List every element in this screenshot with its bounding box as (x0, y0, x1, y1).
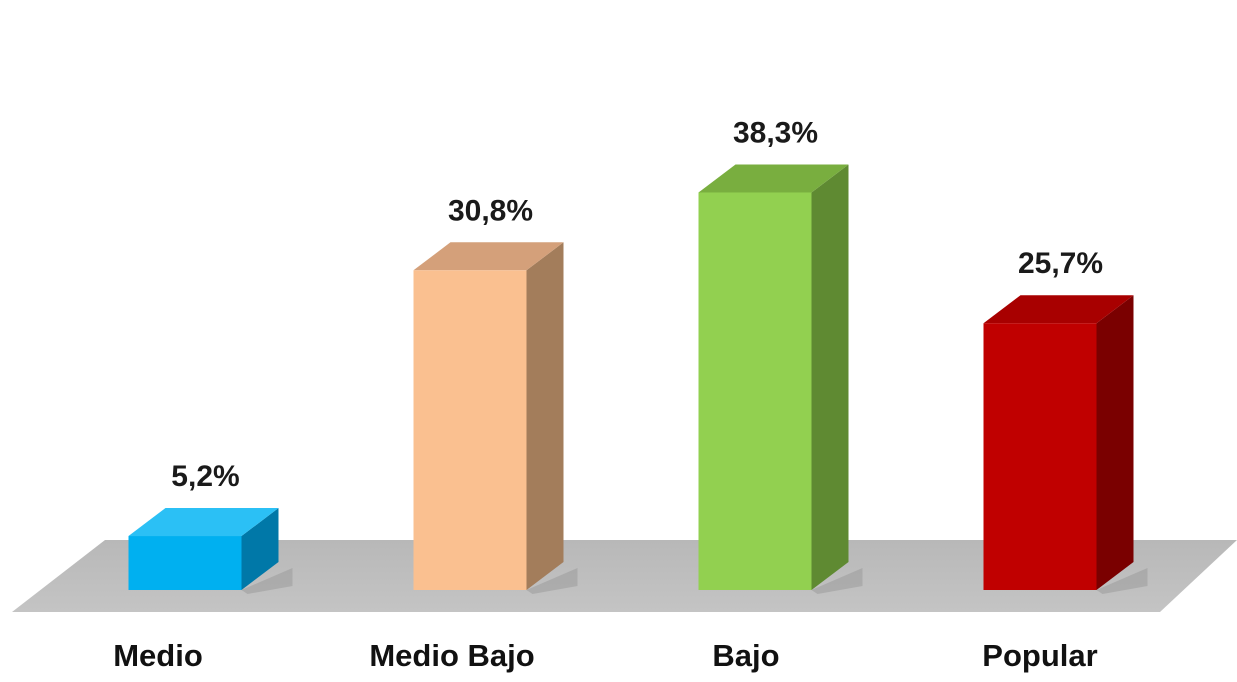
value-label-popular: 25,7% (1018, 247, 1103, 280)
category-labels-group: Medio Medio Bajo Bajo Popular (113, 638, 1097, 673)
bar-top-medio (128, 508, 279, 537)
bar-shadow-bajo (811, 568, 863, 594)
bar-medio-bajo (413, 242, 564, 590)
bar-front-medio-bajo (413, 270, 527, 590)
value-label-medio-bajo: 30,8% (448, 194, 533, 227)
bar-popular (983, 295, 1134, 590)
chart-floor (12, 540, 1237, 612)
bar-medio (128, 508, 279, 590)
value-label-bajo: 38,3% (733, 116, 818, 149)
bar-front-bajo (698, 192, 812, 591)
category-label-medio-bajo: Medio Bajo (369, 638, 534, 673)
value-label-medio: 5,2% (171, 460, 239, 493)
category-label-medio: Medio (113, 638, 203, 673)
bar-shadow-popular (1096, 568, 1148, 594)
bar-top-bajo (698, 164, 849, 193)
bar-shadows (241, 568, 1148, 594)
value-labels-group: 5,2% 30,8% 38,3% 25,7% (171, 116, 1103, 493)
bars-group (128, 164, 1134, 591)
bar-side-medio (241, 508, 279, 590)
category-label-bajo: Bajo (712, 638, 779, 673)
bar-front-medio (128, 536, 242, 590)
bar-bajo (698, 164, 849, 591)
bar-top-popular (983, 295, 1134, 324)
bar-side-medio-bajo (526, 242, 564, 590)
bar-top-medio-bajo (413, 242, 564, 271)
bar-shadow-medio-bajo (526, 568, 578, 594)
bar-side-bajo (811, 164, 849, 591)
bar-shadow-medio (241, 568, 293, 594)
category-label-popular: Popular (982, 638, 1097, 673)
bar-front-popular (983, 323, 1097, 590)
bar-side-popular (1096, 295, 1134, 590)
